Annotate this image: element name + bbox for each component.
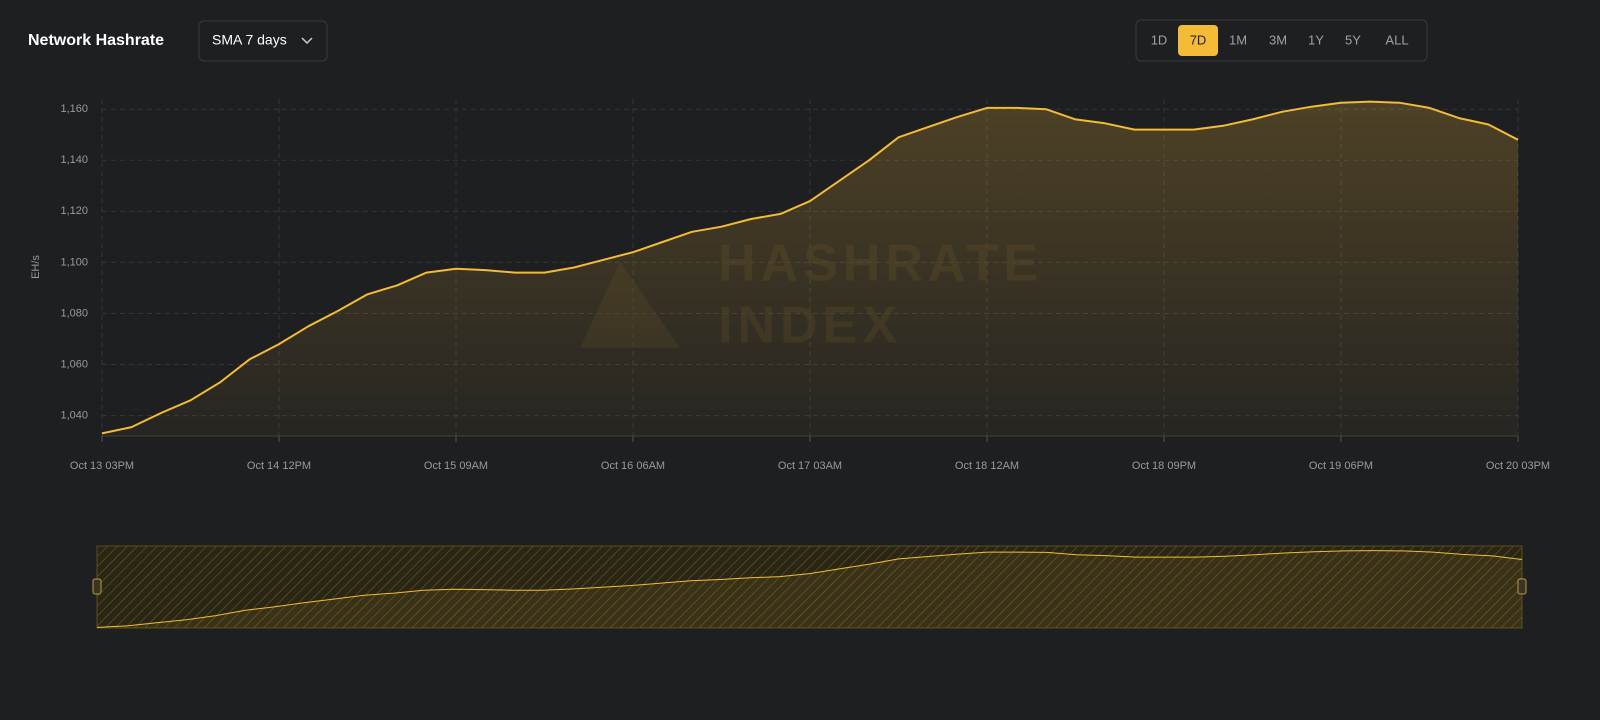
y-tick-label: 1,120: [60, 205, 88, 217]
y-axis-label: EH/s: [30, 255, 42, 279]
x-tick-label: Oct 18 09PM: [1132, 460, 1196, 472]
x-tick-label: Oct 13 03PM: [70, 460, 134, 472]
range-button[interactable]: [1178, 25, 1218, 56]
y-tick-label: 1,140: [60, 154, 88, 166]
line: [101, 100, 1519, 435]
range-button-label[interactable]: 1D: [1151, 32, 1168, 47]
x-tick-label: Oct 15 09AM: [424, 460, 488, 472]
navigator-window: [96, 545, 1523, 629]
dropdown-chevron[interactable]: [301, 37, 313, 45]
navigator-line: [96, 550, 1523, 628]
y-tick-label: 1,060: [60, 358, 88, 370]
x-tick-label: Oct 20 03PM: [1486, 460, 1550, 472]
range-button-label[interactable]: 1M: [1229, 32, 1247, 47]
navigator-handle[interactable]: [92, 578, 102, 595]
area: [102, 101, 1518, 436]
range-button-label[interactable]: 7D: [1190, 32, 1207, 47]
range-button-label[interactable]: 3M: [1269, 32, 1287, 47]
navigator-handle[interactable]: [1517, 578, 1527, 595]
y-tick-label: 1,100: [60, 256, 88, 268]
dropdown[interactable]: [198, 20, 328, 62]
y-tick-label: 1,080: [60, 307, 88, 319]
x-tick-label: Oct 14 12PM: [247, 460, 311, 472]
range-button-label[interactable]: 1Y: [1308, 32, 1324, 47]
range-button-label[interactable]: ALL: [1385, 32, 1408, 47]
dropdown-label[interactable]: SMA 7 days: [212, 32, 287, 48]
x-tick-label: Oct 16 06AM: [601, 460, 665, 472]
y-tick-label: 1,160: [60, 103, 88, 115]
range-button-label[interactable]: 5Y: [1345, 32, 1361, 47]
page-title: Network Hashrate: [28, 32, 164, 49]
x-tick-label: Oct 19 06PM: [1309, 460, 1373, 472]
navigator-area: [97, 550, 1522, 628]
x-tick-label: Oct 17 03AM: [778, 460, 842, 472]
x-tick-label: Oct 18 12AM: [955, 460, 1019, 472]
y-tick-label: 1,040: [60, 409, 88, 421]
